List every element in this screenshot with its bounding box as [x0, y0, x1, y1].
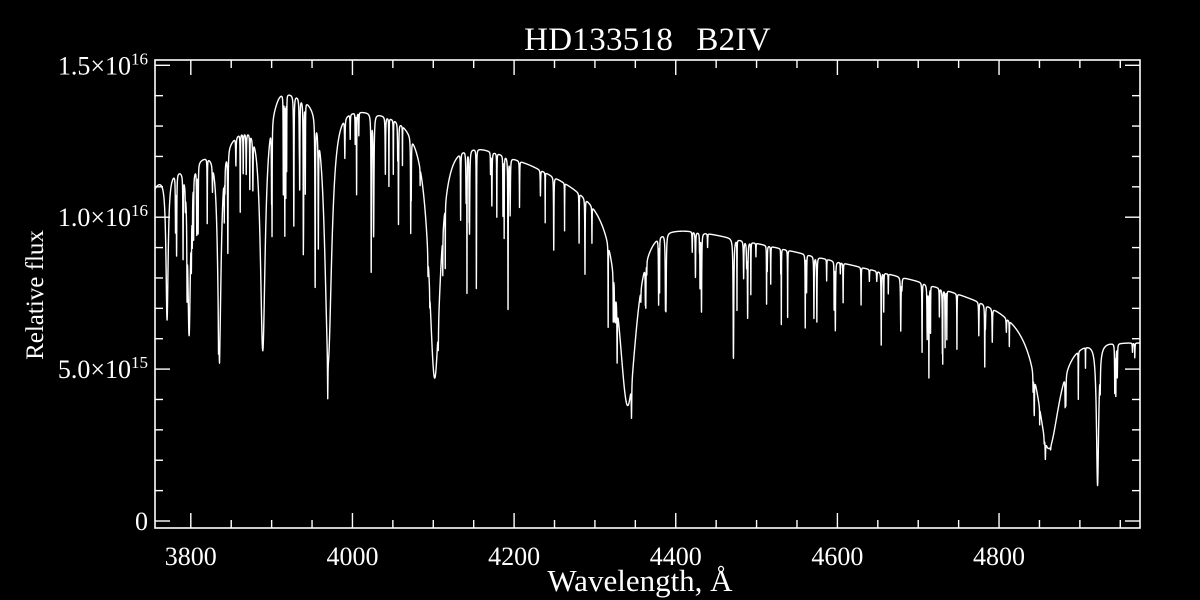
svg-text:4200: 4200	[488, 542, 540, 571]
svg-text:4800: 4800	[973, 542, 1025, 571]
svg-text:0: 0	[135, 507, 148, 536]
svg-text:4600: 4600	[811, 542, 863, 571]
svg-text:4000: 4000	[327, 542, 379, 571]
svg-text:3800: 3800	[165, 542, 217, 571]
svg-text:4400: 4400	[650, 542, 702, 571]
svg-text:Relative flux: Relative flux	[22, 230, 49, 360]
svg-text:Wavelength, Å: Wavelength, Å	[547, 563, 733, 598]
